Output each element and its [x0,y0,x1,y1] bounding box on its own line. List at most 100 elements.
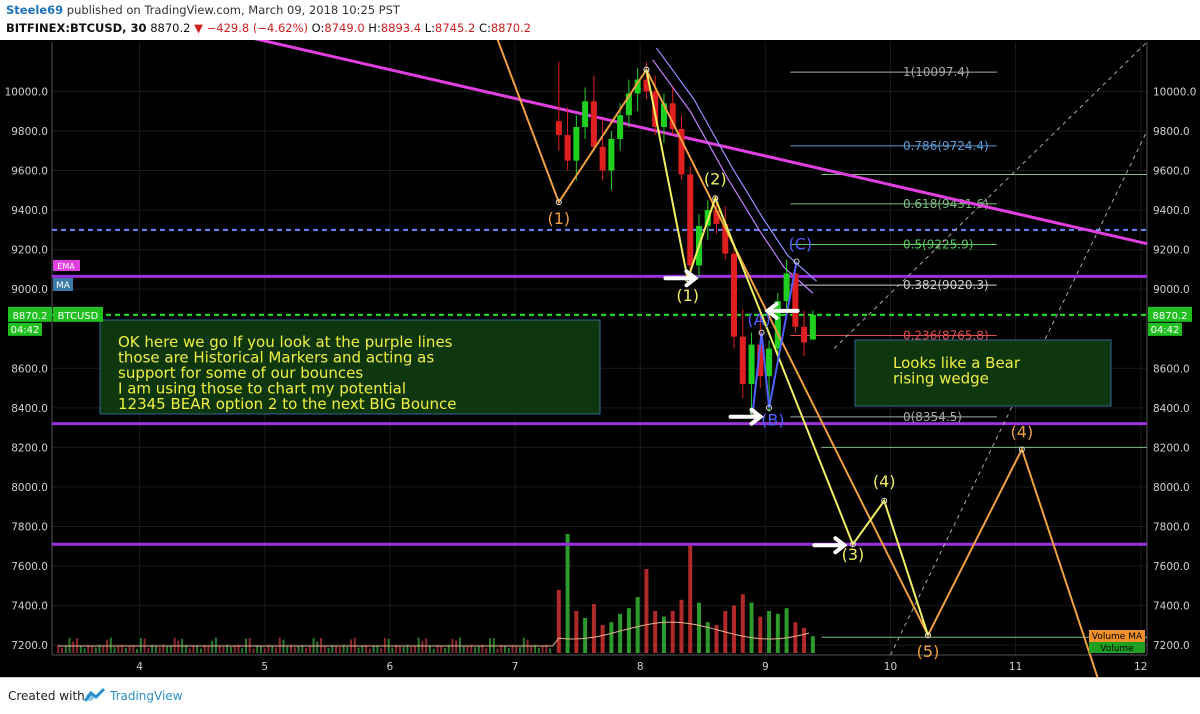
volume-bar [263,648,266,653]
volume-badge [1089,642,1145,653]
author-name[interactable]: Steele69 [6,3,64,17]
volume-bar [188,648,191,653]
white-arrow-icon [728,407,764,426]
tradingview-logo-icon[interactable] [84,687,106,703]
volume-bar [57,644,60,653]
volume-bar [241,647,244,653]
volume-bar [154,646,157,653]
volume-bar [775,613,780,653]
created-with: Created with [8,689,85,703]
countdown-text-left: 04:42 [11,325,40,336]
candle-body [599,146,606,171]
volume-bar [305,648,308,653]
volume-bar [767,611,772,653]
white-arrow-icon [812,536,848,555]
wave-point [849,541,856,548]
y-tick-right: 7600.0 [1153,561,1190,573]
x-tick: 9 [762,661,769,673]
note-right-line: rising wedge [893,370,989,388]
candle-body [809,314,816,340]
wave-label: (1) [547,209,570,228]
candle-body [713,210,720,224]
volume-bar [372,645,375,653]
fib-levels: 1(10097.4) 0.786(9724.4) 0.618(9431.6) 0.5(… [790,41,1148,656]
volume-bar [541,645,544,653]
symbol-badge [53,306,103,322]
volume-bar [784,608,789,653]
ma-badge [53,278,73,291]
close-value: 8870.2 [490,21,532,35]
fib-label: 0.236(8765.8) [903,328,989,342]
countdown-text-right: 04:42 [1151,325,1180,336]
volume-bar [222,646,225,653]
volume-bar [196,645,199,653]
candle-body [564,134,571,161]
y-tick-right: 9400.0 [1153,205,1190,217]
ma-label: MA [56,281,71,291]
chart-header: Steele69 published on TradingView.com, M… [0,0,1200,40]
chart-area[interactable]: 10000.0 10000.0 9800.0 9800.0 9600.0 9600.0 94… [0,0,1200,698]
volume-bar [173,637,176,653]
volume-bar [395,644,398,653]
y-tick-right: 9800.0 [1153,126,1190,138]
volume-bar [290,644,293,653]
volume-bar [537,647,540,653]
volume-bar [342,644,345,653]
orange-wave [481,0,1105,695]
volume-bar [121,644,124,653]
candle-body [748,344,755,385]
volume-bar [549,648,552,653]
fib-label: 0.618(9431.6) [903,197,989,211]
volume-bar [271,645,274,653]
publish-info: published on TradingView.com, March 09, … [63,3,400,17]
high-label: H: [368,21,381,35]
volume-bar [177,640,180,653]
volume-bar [810,636,815,653]
volume-bar [203,644,206,653]
symbol-text: BTCUSD [58,311,99,322]
x-tick: 5 [261,661,268,673]
wave-label: (C) [789,235,813,254]
volume-bar [207,645,210,653]
y-tick-right: 9200.0 [1153,245,1190,257]
y-tick-right: 7200.0 [1153,640,1190,652]
volume-bar [421,640,424,653]
price-badge-right [1148,306,1192,322]
candle-body [669,103,676,130]
volume-bar [368,648,371,653]
y-tick-left: 8600.0 [11,363,48,375]
volume-bar [169,646,172,653]
volume-bar [477,645,480,653]
volume-bar [275,647,278,653]
volume-bar [98,644,101,653]
volume-bar [278,637,281,653]
volume-bar [316,641,319,653]
moving-average-line [655,47,818,282]
tradingview-brand[interactable]: TradingView [110,689,183,703]
x-tick: 6 [387,661,394,673]
last-price: 8870.2 [150,21,191,35]
volume-bar [565,534,570,653]
volume-bar [259,645,262,653]
volume-bar [688,543,693,653]
volume-bar [252,648,255,653]
volume-bar [91,645,94,653]
candle-body [774,301,781,349]
volume-bar [338,647,341,653]
wave-label: (B) [761,411,784,430]
blue-abc [751,261,798,412]
candle-body [590,101,597,147]
volume-bar [320,637,323,653]
volume-bar [72,641,75,653]
candle-body [687,174,694,266]
volume-bar [802,627,807,653]
wave-point [712,195,719,202]
y-tick-left: 10000.0 [5,86,48,98]
note-left-line: OK here we go If you look at the purple … [118,333,453,351]
wave-label: (4) [873,472,896,491]
y-tick-right: 7400.0 [1153,601,1190,613]
volume-bar [94,647,97,653]
volume-bar [618,613,623,653]
white-arrow-icon [663,269,699,288]
